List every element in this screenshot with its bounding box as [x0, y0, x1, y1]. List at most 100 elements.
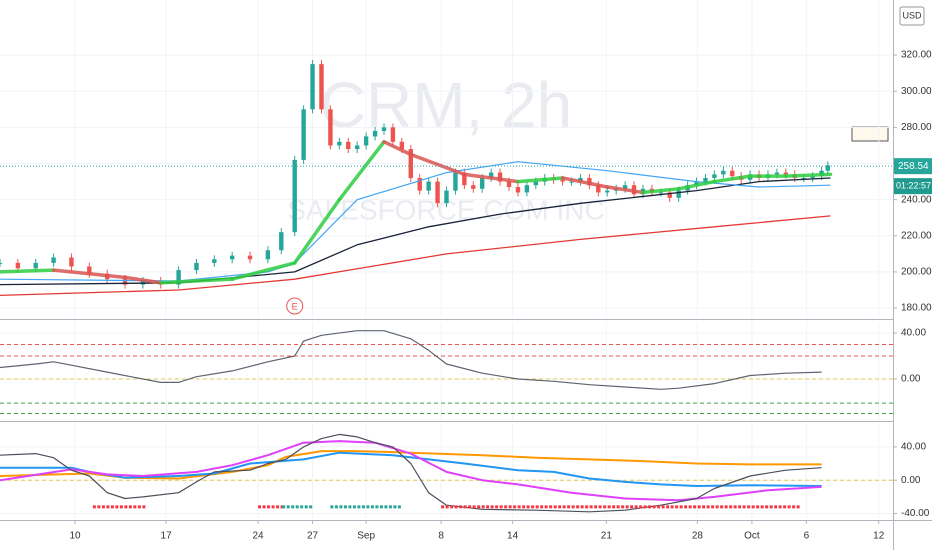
signal-dot [733, 505, 737, 509]
candle [453, 172, 458, 191]
signal-dot [558, 505, 562, 509]
line-series [0, 440, 822, 502]
candle [176, 270, 181, 285]
signal-dot [267, 505, 271, 509]
candle [488, 172, 494, 178]
candle [703, 177, 708, 182]
signal-dot [343, 505, 347, 509]
candle [87, 266, 92, 274]
last-price: 258.54 [898, 161, 929, 172]
x-tick-label: 10 [69, 531, 81, 542]
signal-dot [549, 505, 553, 509]
candle [328, 109, 333, 146]
trend-segment [230, 261, 297, 281]
signal-dot [724, 505, 728, 509]
signal-dot [490, 505, 494, 509]
candle [801, 177, 806, 179]
signal-dot [137, 505, 141, 509]
signal-dot [133, 505, 137, 509]
trend-segment [605, 185, 645, 195]
y-tick-label: 180.00 [901, 303, 932, 314]
x-tick-label: 12 [873, 531, 885, 542]
signal-dots [441, 505, 800, 509]
signal-dot [463, 505, 467, 509]
candle [346, 141, 351, 150]
x-tick-label: 24 [253, 531, 265, 542]
signal-dot [504, 505, 508, 509]
candle [194, 262, 199, 271]
signal-dot [309, 505, 313, 509]
signal-dot [300, 505, 304, 509]
signal-dot [666, 505, 670, 509]
signal-dot [774, 505, 778, 509]
signal-dot [445, 505, 449, 509]
trend-segment [409, 152, 467, 177]
candle [337, 141, 342, 146]
earnings-marker [286, 297, 304, 315]
signal-dot [481, 505, 485, 509]
signal-dot [598, 505, 602, 509]
candle [533, 181, 538, 186]
candle [122, 279, 128, 285]
trend-segment [382, 140, 413, 157]
x-tick-label: 27 [307, 531, 319, 542]
signal-dot [715, 505, 719, 509]
signal-dot [522, 505, 526, 509]
signal-dot [352, 505, 356, 509]
countdown: 01:22:57 [896, 181, 931, 191]
candle [658, 192, 664, 194]
signal-dot [468, 505, 472, 509]
candle [515, 187, 521, 193]
signal-dot [142, 505, 146, 509]
x-tick-label: 14 [507, 531, 519, 542]
signal-dot [661, 505, 665, 509]
alert-box[interactable] [851, 126, 889, 142]
currency-badge[interactable] [899, 6, 925, 26]
signal-dot [634, 505, 638, 509]
signal-dot [370, 505, 374, 509]
candle [569, 181, 574, 183]
candle [292, 159, 297, 233]
signal-dot [679, 505, 683, 509]
trend-segment [560, 176, 609, 189]
candle [265, 250, 271, 260]
candle [676, 190, 681, 198]
candle [730, 170, 735, 177]
trend-segment [123, 275, 163, 285]
signal-dot [616, 505, 620, 509]
candle [0, 262, 3, 264]
signal-dot [535, 505, 539, 509]
signal-dots [282, 505, 313, 509]
trend-segment [51, 268, 127, 280]
candle [310, 64, 315, 110]
signal-dot [769, 505, 773, 509]
y-tick-label: 0.00 [901, 475, 921, 486]
candle [355, 145, 360, 150]
signal-dot [630, 505, 634, 509]
candle [471, 185, 476, 189]
signal-dot [330, 505, 334, 509]
signal-dot [459, 505, 463, 509]
signal-dot [472, 505, 476, 509]
signal-dot [276, 505, 280, 509]
candle [212, 259, 217, 263]
signal-dot [286, 505, 290, 509]
candle [229, 255, 235, 260]
trend-segment [0, 268, 56, 274]
trend-segment [641, 187, 681, 195]
line-series [0, 330, 822, 390]
signal-dot [271, 505, 275, 509]
candle [462, 172, 467, 186]
x-tick-label: Oct [744, 531, 760, 542]
signal-dot [397, 505, 401, 509]
signal-dot [580, 505, 584, 509]
signal-dot [742, 505, 746, 509]
signal-dot [97, 505, 101, 509]
signal-dot [688, 505, 692, 509]
x-tick-label: 8 [438, 531, 444, 542]
candle [247, 255, 253, 260]
line-series [0, 215, 831, 297]
y-tick-label: 280.00 [901, 122, 932, 133]
y-tick-label: 0.00 [901, 374, 921, 385]
